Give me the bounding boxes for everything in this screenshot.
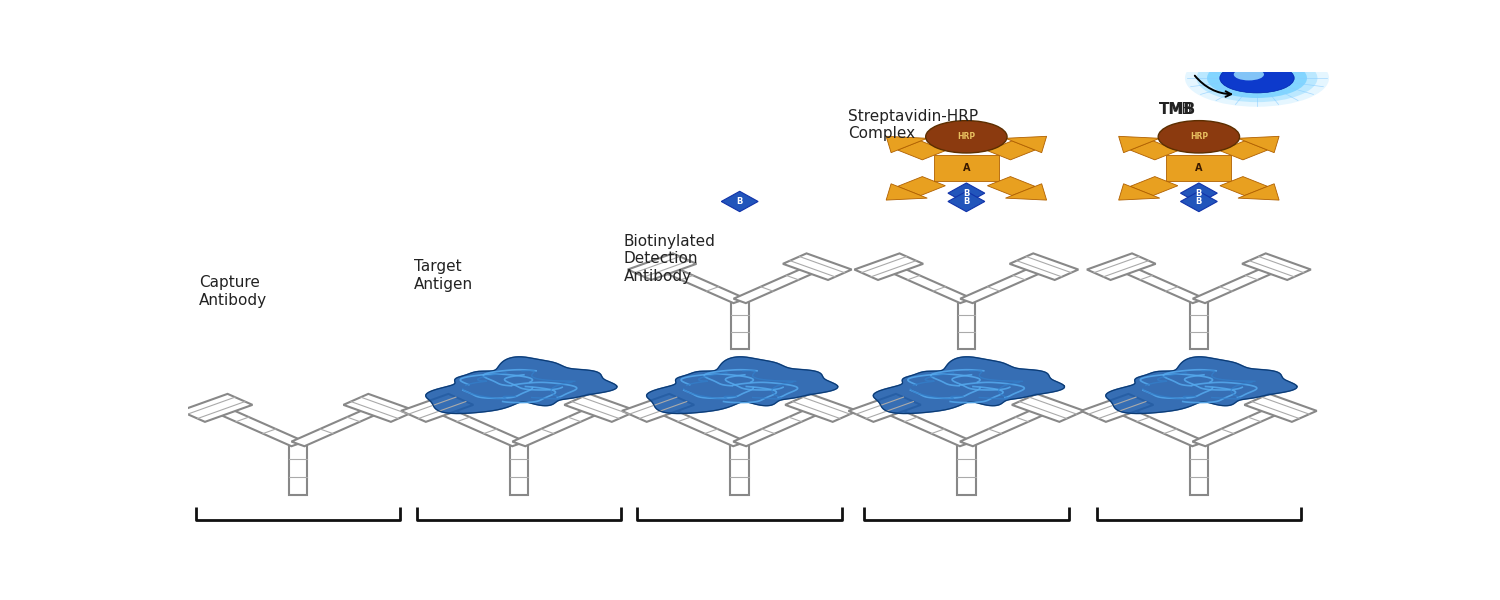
Polygon shape [1088, 253, 1155, 280]
Polygon shape [1242, 253, 1311, 280]
Polygon shape [564, 394, 636, 422]
Polygon shape [1245, 394, 1317, 422]
Polygon shape [344, 394, 416, 422]
Polygon shape [627, 253, 696, 280]
Polygon shape [957, 301, 975, 349]
Polygon shape [897, 141, 945, 160]
Polygon shape [1005, 184, 1047, 200]
Text: A: A [1196, 163, 1203, 173]
Polygon shape [1220, 141, 1268, 160]
Polygon shape [1082, 394, 1154, 422]
Text: B: B [963, 188, 969, 197]
Polygon shape [882, 265, 972, 303]
Polygon shape [784, 394, 858, 422]
Polygon shape [513, 406, 608, 446]
Polygon shape [987, 176, 1035, 196]
Circle shape [1197, 54, 1317, 102]
Polygon shape [730, 444, 748, 495]
Text: TMB: TMB [1160, 102, 1192, 117]
Polygon shape [1013, 394, 1084, 422]
Polygon shape [886, 136, 927, 152]
Polygon shape [960, 265, 1050, 303]
Polygon shape [288, 444, 308, 495]
Text: B: B [736, 197, 742, 206]
Polygon shape [1106, 357, 1298, 413]
Circle shape [1220, 64, 1294, 93]
Polygon shape [646, 357, 839, 413]
Polygon shape [873, 357, 1065, 413]
Polygon shape [734, 265, 824, 303]
Polygon shape [1180, 183, 1218, 203]
Polygon shape [1180, 191, 1218, 212]
Text: Streptavidin-HRP
Complex: Streptavidin-HRP Complex [847, 109, 978, 142]
Text: Biotinylated
Detection
Antibody: Biotinylated Detection Antibody [624, 233, 716, 283]
Polygon shape [1190, 301, 1208, 349]
Polygon shape [849, 394, 921, 422]
Polygon shape [1119, 136, 1160, 152]
Polygon shape [1005, 136, 1047, 152]
Polygon shape [1010, 253, 1078, 280]
Text: TMB: TMB [1160, 102, 1197, 117]
Polygon shape [210, 406, 304, 446]
Polygon shape [897, 176, 945, 196]
Circle shape [926, 121, 1007, 153]
Polygon shape [651, 406, 746, 446]
Polygon shape [180, 394, 252, 422]
Polygon shape [1130, 176, 1178, 196]
Polygon shape [622, 394, 694, 422]
Circle shape [1208, 58, 1306, 98]
Polygon shape [1167, 155, 1232, 181]
Polygon shape [722, 191, 758, 212]
Polygon shape [291, 406, 386, 446]
Polygon shape [878, 406, 974, 446]
Polygon shape [1238, 136, 1280, 152]
Polygon shape [934, 155, 999, 181]
Polygon shape [783, 253, 852, 280]
Circle shape [1185, 49, 1329, 107]
Polygon shape [987, 141, 1035, 160]
Polygon shape [1220, 176, 1268, 196]
Polygon shape [948, 183, 986, 203]
Polygon shape [730, 301, 748, 349]
Polygon shape [430, 406, 525, 446]
Text: Capture
Antibody: Capture Antibody [200, 275, 267, 308]
Polygon shape [1190, 444, 1208, 495]
Polygon shape [400, 394, 474, 422]
Polygon shape [960, 406, 1054, 446]
Polygon shape [656, 265, 746, 303]
Polygon shape [510, 444, 528, 495]
Text: A: A [963, 163, 970, 173]
Polygon shape [957, 444, 975, 495]
Text: B: B [963, 197, 969, 206]
Circle shape [1233, 68, 1264, 80]
Polygon shape [948, 191, 986, 212]
Polygon shape [1192, 406, 1287, 446]
Polygon shape [1110, 406, 1206, 446]
Text: HRP: HRP [1190, 132, 1208, 141]
Polygon shape [426, 357, 616, 413]
Text: B: B [1196, 197, 1202, 206]
Text: B: B [1196, 188, 1202, 197]
Polygon shape [1119, 184, 1160, 200]
Polygon shape [886, 184, 927, 200]
Polygon shape [1130, 141, 1178, 160]
Polygon shape [734, 406, 828, 446]
Polygon shape [855, 253, 922, 280]
Text: Target
Antigen: Target Antigen [414, 259, 474, 292]
Polygon shape [1114, 265, 1204, 303]
Circle shape [1158, 121, 1239, 153]
Polygon shape [1238, 184, 1280, 200]
Text: HRP: HRP [957, 132, 975, 141]
Polygon shape [1192, 265, 1282, 303]
